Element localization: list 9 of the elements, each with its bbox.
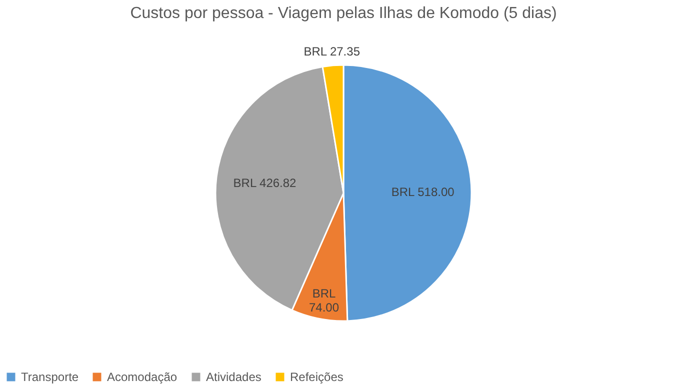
legend-label: Refeições — [290, 370, 344, 384]
data-label: BRL 27.35 — [304, 44, 360, 58]
data-label: BRL 518.00 — [391, 184, 455, 199]
legend-label: Acomodação — [107, 370, 178, 384]
data-label: BRL 74.00 — [308, 286, 340, 315]
legend-label: Transporte — [21, 370, 79, 384]
chart-title: Custos por pessoa - Viagem pelas Ilhas de Komodo (5 dias) — [130, 5, 557, 22]
data-label: BRL 426.82 — [233, 176, 297, 190]
legend-label: Atividades — [206, 370, 262, 384]
